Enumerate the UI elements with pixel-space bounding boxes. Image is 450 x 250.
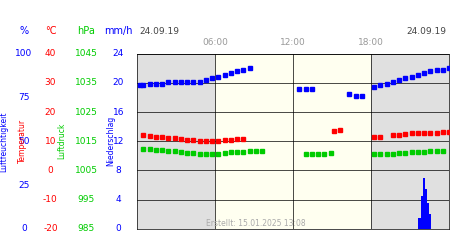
Text: 100: 100 <box>15 49 32 58</box>
Text: Luftdruck: Luftdruck <box>58 123 67 160</box>
Text: Niederschlag: Niederschlag <box>107 116 116 166</box>
Text: 50: 50 <box>18 137 30 146</box>
Bar <box>137 54 215 229</box>
Text: 20: 20 <box>112 78 124 88</box>
Text: 24.09.19: 24.09.19 <box>140 27 180 36</box>
Text: 20: 20 <box>45 108 56 116</box>
Text: 06:00: 06:00 <box>202 38 228 47</box>
Text: 75: 75 <box>18 93 30 102</box>
Text: 0: 0 <box>116 224 121 233</box>
Text: 12: 12 <box>112 137 124 146</box>
Text: 995: 995 <box>78 195 95 204</box>
Text: °C: °C <box>45 26 56 36</box>
Text: %: % <box>19 26 28 36</box>
Bar <box>429 214 432 229</box>
Bar <box>371 54 449 229</box>
Text: 16: 16 <box>112 108 124 116</box>
Text: Temperatur: Temperatur <box>18 119 27 163</box>
Bar <box>421 196 423 229</box>
Text: Luftfeuchtigkeit: Luftfeuchtigkeit <box>0 111 8 172</box>
Text: Erstellt: 15.01.2025 13:08: Erstellt: 15.01.2025 13:08 <box>206 218 306 228</box>
Text: 18:00: 18:00 <box>358 38 384 47</box>
Text: -10: -10 <box>43 195 58 204</box>
Bar <box>215 54 371 229</box>
Bar <box>423 178 425 229</box>
Text: 1045: 1045 <box>75 49 98 58</box>
Bar <box>418 218 421 229</box>
Text: 1035: 1035 <box>75 78 98 88</box>
Text: 0: 0 <box>21 224 27 233</box>
Text: 1015: 1015 <box>75 137 98 146</box>
Text: 1025: 1025 <box>75 108 98 116</box>
Text: 30: 30 <box>45 78 56 88</box>
Text: 25: 25 <box>18 180 30 190</box>
Text: -20: -20 <box>43 224 58 233</box>
Bar <box>425 189 427 229</box>
Text: 0: 0 <box>48 166 53 175</box>
Text: hPa: hPa <box>77 26 95 36</box>
Bar <box>427 203 429 229</box>
Text: 12:00: 12:00 <box>280 38 306 47</box>
Text: 1005: 1005 <box>75 166 98 175</box>
Text: 24.09.19: 24.09.19 <box>407 27 447 36</box>
Text: 985: 985 <box>78 224 95 233</box>
Text: 40: 40 <box>45 49 56 58</box>
Text: 10: 10 <box>45 137 56 146</box>
Text: 8: 8 <box>116 166 121 175</box>
Text: 24: 24 <box>112 49 124 58</box>
Text: mm/h: mm/h <box>104 26 133 36</box>
Text: 4: 4 <box>116 195 121 204</box>
